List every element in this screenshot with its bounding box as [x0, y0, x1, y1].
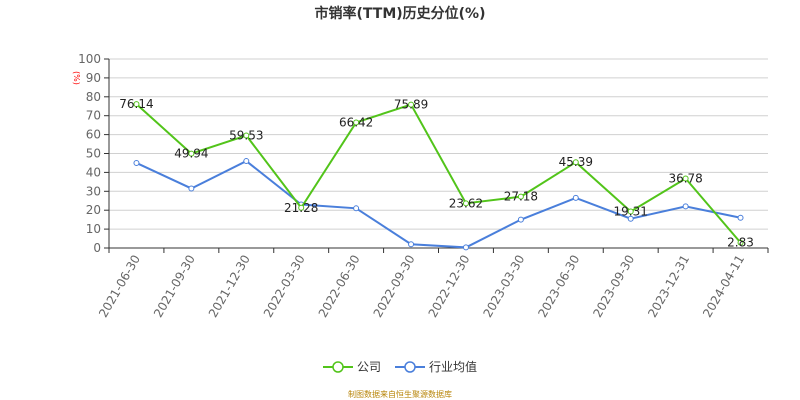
data-point[interactable]: [517, 216, 524, 223]
data-point[interactable]: [737, 214, 744, 221]
x-tick-label: 2023-06-30: [535, 253, 582, 320]
x-tick-label: 2023-09-30: [590, 253, 637, 320]
data-point[interactable]: [353, 205, 360, 212]
data-point[interactable]: [627, 215, 634, 222]
y-tick-label: 30: [86, 184, 101, 198]
data-label: 21.28: [284, 201, 318, 215]
chart-title: 市销率(TTM)历史分位(%): [314, 6, 486, 22]
legend-label-company: 公司: [356, 360, 381, 374]
y-tick-label: 100: [78, 52, 101, 66]
data-point[interactable]: [572, 194, 579, 201]
x-tick-label: 2022-06-30: [316, 253, 363, 320]
y-tick-label: 0: [93, 241, 101, 255]
data-point[interactable]: [627, 208, 634, 215]
data-label: 75.89: [394, 98, 428, 112]
data-point[interactable]: [462, 200, 469, 207]
y-tick-label: 40: [86, 165, 101, 179]
data-point[interactable]: [133, 159, 140, 166]
data-label: 59.53: [229, 128, 263, 142]
legend-label-industry-average: 行业均值: [429, 360, 478, 374]
x-tick-label: 2022-09-30: [371, 253, 418, 320]
data-label: 27.18: [504, 190, 538, 204]
x-tick-label: 2022-12-30: [426, 253, 473, 320]
legend-item-industry-average[interactable]: 行业均值: [395, 358, 477, 375]
series-line: [136, 159, 741, 249]
data-point[interactable]: [133, 101, 140, 108]
data-label: 49.94: [174, 147, 208, 161]
y-tick-label: 70: [86, 109, 101, 123]
data-point[interactable]: [572, 159, 579, 166]
x-tick-label: 2024-04-11: [700, 253, 747, 320]
blue-circle-line-icon: [395, 360, 425, 373]
y-unit-label: (%): [72, 71, 81, 85]
data-point[interactable]: [682, 175, 689, 182]
y-tick-label: 90: [86, 71, 101, 85]
data-label: 76.14: [119, 97, 153, 111]
data-point[interactable]: [737, 239, 744, 246]
data-source-note: 制图数据来自恒生聚源数据库: [348, 390, 452, 399]
data-point[interactable]: [517, 193, 524, 200]
y-tick-label: 20: [86, 203, 101, 217]
data-label: 19.31: [614, 205, 648, 219]
y-tick-label: 60: [86, 128, 101, 142]
x-tick-label: 2021-12-30: [206, 253, 253, 320]
y-tick-label: 10: [86, 222, 101, 236]
green-circle-line-icon: [322, 360, 353, 373]
series-line: [135, 103, 742, 244]
data-point[interactable]: [188, 150, 195, 157]
data-point[interactable]: [353, 119, 360, 126]
data-label: 36.78: [668, 171, 702, 185]
data-point[interactable]: [462, 244, 469, 251]
legend-item-company[interactable]: 公司: [322, 358, 381, 375]
x-tick-label: 2021-09-30: [151, 253, 198, 320]
data-point[interactable]: [298, 204, 305, 211]
data-point[interactable]: [243, 158, 250, 165]
data-point[interactable]: [188, 185, 195, 192]
data-label: 2.83: [727, 236, 754, 250]
data-point[interactable]: [408, 241, 415, 248]
y-tick-label: 50: [86, 147, 101, 161]
x-tick-label: 2021-06-30: [96, 253, 143, 320]
x-tick-label: 2023-03-30: [480, 253, 527, 320]
data-point[interactable]: [243, 132, 250, 139]
x-tick-label: 2022-03-30: [261, 253, 308, 320]
x-tick-label: 2023-12-31: [645, 253, 692, 320]
legend: 公司 行业均值: [0, 358, 800, 375]
data-label: 23.62: [449, 196, 483, 210]
data-label: 45.39: [559, 155, 593, 169]
data-point[interactable]: [682, 203, 689, 210]
data-point[interactable]: [408, 101, 415, 108]
y-tick-label: 80: [86, 90, 101, 104]
data-label: 66.42: [339, 115, 373, 129]
